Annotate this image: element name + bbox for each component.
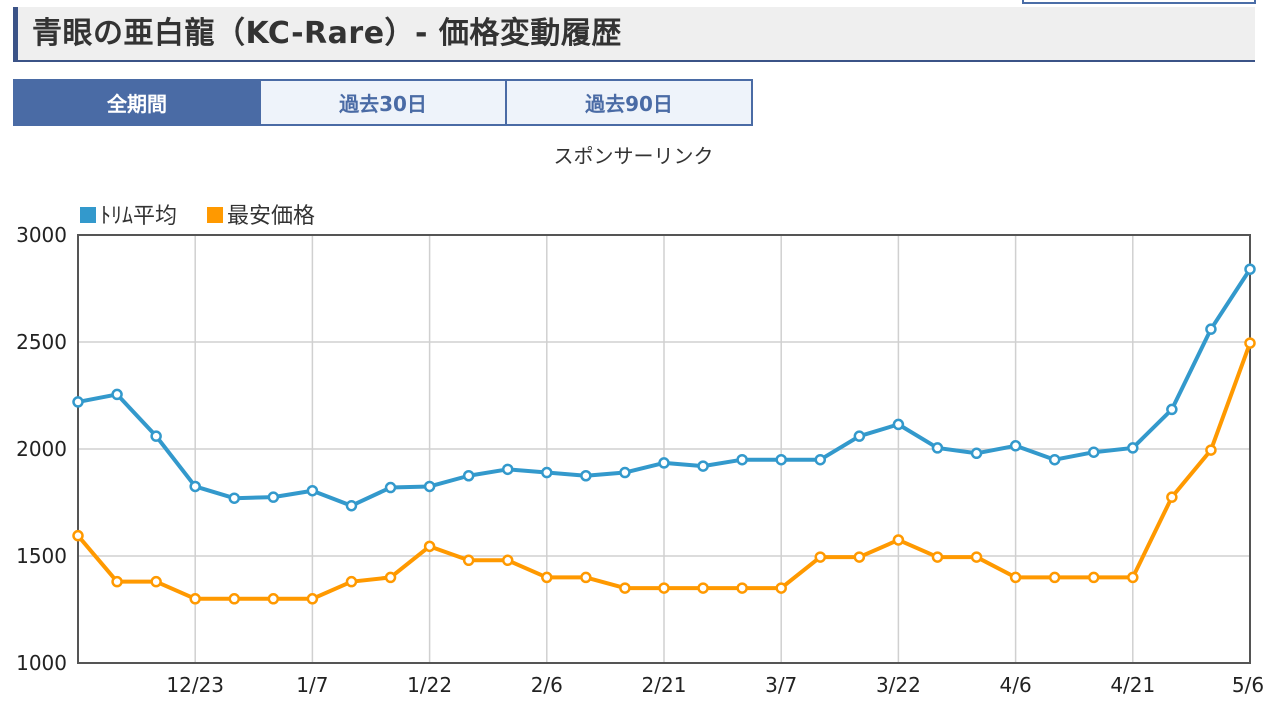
data-point-1 [580,571,592,584]
data-point-1 [658,582,670,594]
title-bar: 青眼の亜白龍（KC-Rare）- 価格変動履歴 [13,7,1255,62]
data-point-1 [697,582,709,594]
data-point-0 [1048,453,1061,466]
tab-past-30-days[interactable]: 過去30日 [259,79,507,126]
data-point-0 [189,480,201,493]
data-point-0 [501,463,514,476]
data-point-0 [1205,323,1217,335]
legend-swatch-1 [207,207,224,223]
y-tick-label: 1000 [16,651,67,675]
data-point-1 [775,582,787,594]
data-point-0 [1166,403,1178,416]
legend-label-1: 最安価格 [227,204,315,229]
legend-label-0: ﾄﾘﾑ平均 [100,204,177,229]
x-tick-label: 1/22 [407,673,452,697]
data-point-1 [384,571,397,584]
data-point-1 [111,575,123,588]
data-point-1 [423,540,436,553]
data-point-1 [541,571,553,584]
data-point-0 [853,430,866,442]
data-point-0 [228,492,241,504]
data-point-0 [541,466,553,479]
data-point-0 [931,442,944,454]
data-point-0 [72,396,84,408]
plot-border [77,234,1251,664]
data-point-1 [892,534,905,546]
data-point-0 [345,499,358,512]
data-point-1 [1127,571,1139,584]
data-point-1 [189,593,201,605]
x-tick-label: 5/6 [1232,673,1264,697]
data-point-1 [853,551,866,563]
tab-all-period[interactable]: 全期間 [13,79,261,126]
data-point-0 [1127,442,1139,454]
data-point-0 [775,453,787,466]
data-point-1 [462,554,475,567]
data-point-0 [306,484,319,497]
data-point-1 [228,593,241,605]
y-tick-label: 2000 [16,437,67,461]
data-point-1 [72,529,84,542]
data-point-1 [1244,337,1256,349]
data-point-1 [931,551,944,563]
data-point-1 [736,582,748,594]
data-point-1 [970,551,983,563]
data-point-0 [736,453,748,466]
data-point-0 [658,457,670,469]
data-point-0 [892,418,905,431]
y-tick-label: 3000 [16,223,67,247]
data-point-0 [150,430,162,442]
data-point-1 [1166,491,1178,503]
y-tick-label: 1500 [16,544,67,568]
data-point-1 [1087,571,1100,584]
x-tick-label: 2/21 [642,673,687,697]
x-tick-label: 4/6 [1000,673,1032,697]
data-point-0 [267,491,280,503]
tab-past-90-days[interactable]: 過去90日 [505,79,753,126]
data-point-1 [306,593,319,605]
data-point-0 [697,460,709,472]
x-tick-label: 3/22 [876,673,921,697]
x-tick-label: 2/6 [531,673,563,697]
data-point-1 [1205,444,1217,456]
data-point-1 [1009,571,1022,584]
data-point-0 [1087,446,1100,458]
period-tabs: 全期間 過去30日 過去90日 [13,79,753,126]
data-point-0 [111,388,123,401]
y-tick-label: 2500 [16,330,67,354]
data-point-0 [462,470,475,482]
page-title: 青眼の亜白龍（KC-Rare）- 価格変動履歴 [32,16,622,51]
data-point-1 [814,551,827,563]
data-point-1 [501,554,514,567]
data-point-0 [423,480,436,493]
top-search-box [1022,0,1256,4]
data-point-0 [1009,440,1022,452]
data-point-0 [384,481,397,494]
data-point-0 [1244,263,1256,275]
x-tick-label: 1/7 [296,673,328,697]
x-tick-label: 4/21 [1110,673,1155,697]
data-point-1 [345,575,358,588]
data-point-1 [619,582,631,594]
x-tick-label: 12/23 [166,673,224,697]
data-point-1 [267,593,280,605]
data-point-0 [814,453,827,466]
legend-swatch-0 [80,207,96,223]
data-point-0 [970,447,983,460]
x-tick-label: 3/7 [765,673,797,697]
data-point-1 [1048,571,1061,584]
sponsor-link[interactable]: スポンサーリンク [553,144,714,168]
data-point-1 [150,575,162,588]
data-point-0 [619,466,631,479]
data-point-0 [580,470,592,482]
